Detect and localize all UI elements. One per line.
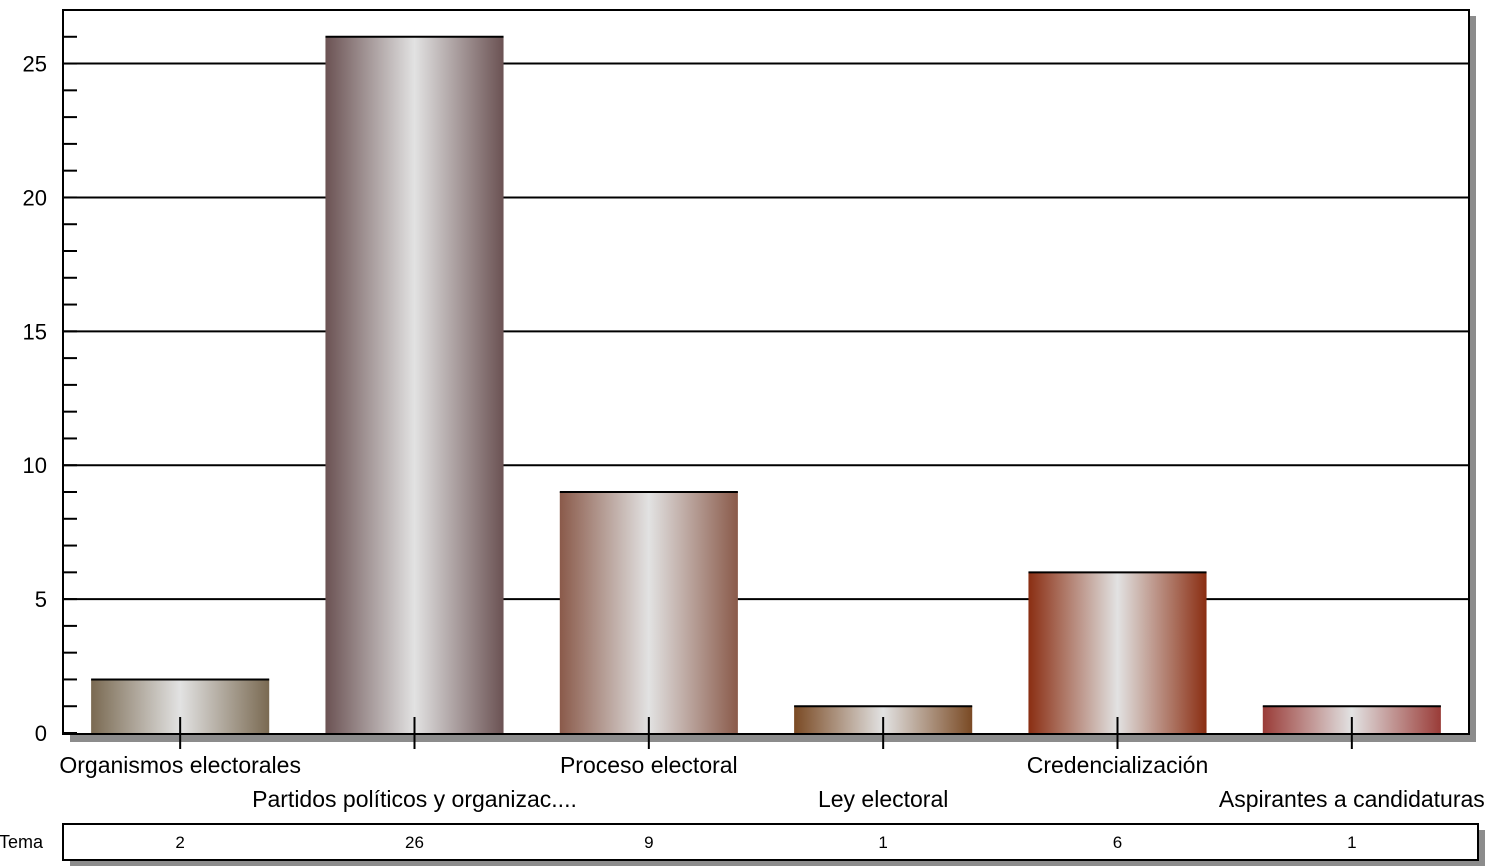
y-tick-label: 0 (35, 721, 47, 746)
data-table-cells: 2 26 9 1 6 1 (175, 833, 1356, 852)
x-category-label: Organismos electorales (59, 752, 301, 778)
data-table-cell: 6 (1113, 833, 1122, 852)
y-tick-label: 15 (23, 319, 47, 344)
plot-frame (62, 9, 1470, 735)
x-category-label: Aspirantes a candidaturas (1219, 786, 1485, 812)
data-table-cell: 1 (878, 833, 887, 852)
data-table-cell: 26 (405, 833, 424, 852)
y-tick-label: 20 (23, 185, 47, 210)
data-table-cell: 2 (175, 833, 184, 852)
data-table-row-label: Tema (0, 832, 44, 852)
gridlines (63, 62, 1469, 601)
data-table-cell: 1 (1347, 833, 1356, 852)
x-category-label: Ley electoral (818, 786, 948, 812)
bar (1028, 572, 1207, 733)
data-table-cell: 9 (644, 833, 653, 852)
x-category-label: Credencialización (1027, 752, 1209, 778)
y-tick-label: 10 (23, 453, 47, 478)
x-axis: Organismos electorales Partidos políticos… (59, 717, 1485, 812)
bar (559, 492, 738, 733)
x-category-label: Proceso electoral (560, 752, 738, 778)
data-table-frame (62, 823, 1479, 861)
bars (91, 35, 1441, 734)
bar (325, 36, 504, 734)
y-axis: 0 5 10 15 20 25 (23, 9, 77, 746)
y-tick-label: 5 (35, 587, 47, 612)
y-tick-label: 25 (23, 52, 47, 77)
x-category-label: Partidos políticos y organizac.... (252, 786, 577, 812)
